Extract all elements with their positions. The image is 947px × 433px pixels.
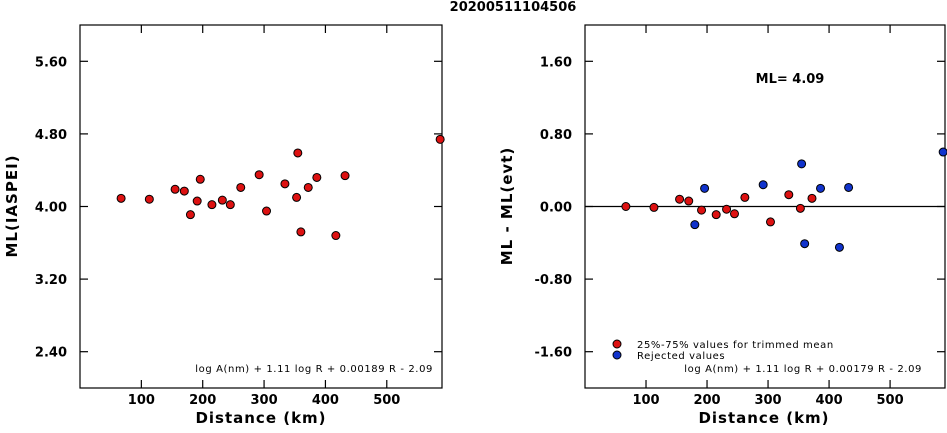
left-data-point: [331, 231, 341, 241]
figure-title: 20200511104506: [450, 0, 577, 15]
legend-label-trimmed: 25%-75% values for trimmed mean: [637, 340, 834, 351]
left-data-point: [192, 196, 202, 206]
right-x-tick-label: 300: [754, 393, 781, 408]
right-y-tick-label: 0.00: [540, 201, 572, 216]
left-data-point: [217, 195, 227, 205]
left-x-ticks: 100 200 300 400 500: [128, 25, 400, 408]
right-rejected-point: [834, 242, 844, 252]
left-formula: log A(nm) + 1.11 log R + 0.00189 R - 2.0…: [195, 364, 433, 375]
left-data-point: [303, 182, 313, 192]
left-data-point: [195, 174, 205, 184]
right-data-point: [729, 209, 739, 219]
left-data-point: [435, 134, 445, 144]
right-formula: log A(nm) + 1.11 log R + 0.00179 R - 2.0…: [684, 364, 922, 375]
left-data-point: [179, 186, 189, 196]
right-data-point: [722, 204, 732, 214]
right-data-point: [795, 203, 805, 213]
right-y-tick-label: 0.80: [540, 128, 572, 143]
left-x-tick-label: 200: [189, 393, 216, 408]
right-x-tick-label: 200: [693, 393, 720, 408]
left-data-point: [296, 227, 306, 237]
left-y-ticks: 2.40 3.20 4.00 4.80 5.60: [35, 55, 442, 361]
right-rejected-point: [700, 183, 710, 193]
ml-value-label: ML= 4.09: [756, 72, 825, 87]
left-x-axis-label: Distance (km): [195, 409, 326, 427]
right-data-point: [621, 202, 631, 211]
left-y-axis-label: ML(IASPEI): [3, 154, 21, 257]
right-data-point: [711, 210, 721, 220]
right-x-axis-label: Distance (km): [698, 409, 829, 427]
left-data-point: [312, 172, 322, 182]
left-plot-frame: [79, 24, 443, 389]
left-data-point: [340, 171, 350, 181]
right-data-point: [697, 205, 707, 215]
right-data-point: [807, 193, 817, 203]
left-x-tick-label: 300: [250, 393, 277, 408]
right-rejected-point: [844, 182, 854, 192]
right-x-ticks: 100 200 300 400 500: [632, 25, 904, 408]
right-y-tick-label: 1.60: [540, 55, 572, 70]
left-x-tick-label: 500: [373, 393, 400, 408]
left-data-point: [116, 193, 126, 203]
right-rejected-point: [758, 180, 768, 190]
right-rejected-point: [800, 239, 810, 249]
right-data-point: [740, 192, 750, 202]
left-points: [116, 134, 445, 241]
left-data-point: [185, 210, 195, 220]
right-x-tick-label: 400: [815, 393, 842, 408]
right-x-tick-label: 500: [877, 393, 904, 408]
left-y-tick-label: 2.40: [35, 346, 67, 361]
left-panel: 2.40 3.20 4.00 4.80 5.60 100 200 300 400 500 log…: [3, 24, 445, 427]
right-y-axis-label: ML - ML(evt): [498, 147, 516, 265]
left-y-tick-label: 4.00: [35, 201, 67, 216]
right-data-point: [675, 194, 685, 204]
left-data-point: [225, 200, 235, 210]
right-points: [621, 147, 947, 252]
legend-label-rejected: Rejected values: [637, 351, 725, 362]
left-x-tick-label: 400: [312, 393, 339, 408]
legend-marker-rejected: [612, 350, 622, 360]
left-data-point: [293, 148, 303, 158]
right-rejected-point: [797, 159, 807, 169]
right-y-tick-label: -1.60: [535, 346, 572, 361]
left-y-tick-label: 4.80: [35, 128, 67, 143]
left-data-point: [262, 206, 272, 216]
legend: 25%-75% values for trimmed mean Rejected…: [612, 339, 834, 362]
right-rejected-point: [938, 147, 947, 157]
left-data-point: [254, 170, 264, 180]
right-data-point: [765, 217, 775, 227]
left-data-point: [236, 182, 246, 192]
left-x-tick-label: 100: [128, 393, 155, 408]
right-data-point: [784, 190, 794, 200]
left-y-tick-label: 3.20: [35, 273, 67, 288]
right-data-point: [684, 196, 694, 206]
left-data-point: [170, 184, 180, 194]
legend-marker-trimmed: [612, 339, 622, 349]
right-y-tick-label: -0.80: [535, 273, 572, 288]
right-rejected-point: [690, 220, 700, 230]
left-data-point: [292, 192, 302, 202]
right-panel: -1.60 -0.80 0.00 0.80 1.60 100 200 300 400 500 M…: [498, 24, 947, 427]
right-rejected-point: [816, 183, 826, 193]
left-data-point: [144, 194, 154, 204]
right-x-tick-label: 100: [632, 393, 659, 408]
left-y-tick-label: 5.60: [35, 55, 67, 70]
left-data-point: [280, 179, 290, 189]
right-data-point: [649, 202, 659, 212]
left-data-point: [207, 200, 217, 210]
right-y-ticks: -1.60 -0.80 0.00 0.80 1.60: [535, 55, 945, 361]
